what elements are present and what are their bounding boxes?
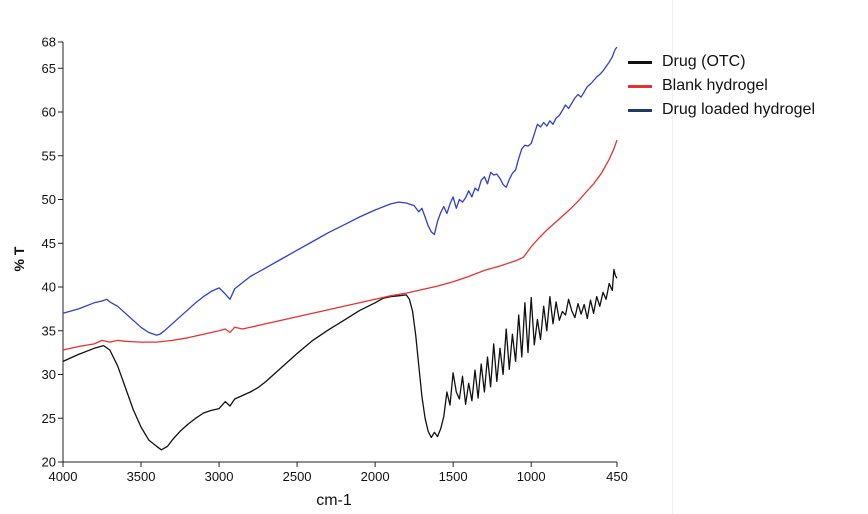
x-tick-label: 1000 [517,469,546,484]
y-tick-label: 68 [42,35,56,50]
legend-item-drug-loaded-hydrogel: Drug loaded hydrogel [628,98,868,122]
legend-label-drug-otc: Drug (OTC) [662,53,746,70]
plot-area: 4000 3500 3000 2500 2000 1500 1000 450 20 25 30 35… [42,35,628,485]
series-lines [62,46,618,451]
y-tick-label: 55 [42,148,56,163]
legend-swatch-drug-otc [628,60,652,64]
y-tick-label: 45 [42,236,56,251]
panel-divider [672,0,673,514]
x-tick-label: 3500 [127,469,156,484]
y-tick-label: 35 [42,323,56,338]
y-tick-label: 20 [42,455,56,470]
legend-label-blank-hydrogel: Blank hydrogel [662,77,768,94]
x-tick-label: 1500 [439,469,468,484]
y-tick-label: 65 [42,61,56,76]
y-axis-label: % T [11,246,27,271]
y-tick-label: 40 [42,280,56,295]
y-tick-label: 60 [42,105,56,120]
x-tick-label: 450 [606,469,628,484]
legend-label-drug-loaded-hydrogel: Drug loaded hydrogel [662,101,815,118]
legend-item-blank-hydrogel: Blank hydrogel [628,74,868,98]
legend: Drug (OTC) Blank hydrogel Drug loaded hy… [628,50,868,122]
x-axis-label: cm-1 [316,492,352,509]
y-tick-label: 25 [42,411,56,426]
series-line-drug-otc [62,268,618,451]
legend-item-drug-otc: Drug (OTC) [628,50,868,74]
legend-swatch-drug-loaded-hydrogel [628,108,652,112]
y-tick-label: 30 [42,367,56,382]
x-axis-ticks: 4000 3500 3000 2500 2000 1500 1000 450 [49,462,628,484]
y-axis-ticks: 20 25 30 35 40 45 50 55 60 65 68 [42,35,63,470]
y-tick-label: 50 [42,192,56,207]
x-tick-label: 3000 [205,469,234,484]
x-tick-label: 2000 [361,469,390,484]
x-tick-label: 2500 [283,469,312,484]
legend-swatch-blank-hydrogel [628,84,652,88]
x-tick-label: 4000 [49,469,78,484]
series-line-drug-loaded-hydrogel [62,46,618,336]
series-line-blank-hydrogel [62,139,618,351]
